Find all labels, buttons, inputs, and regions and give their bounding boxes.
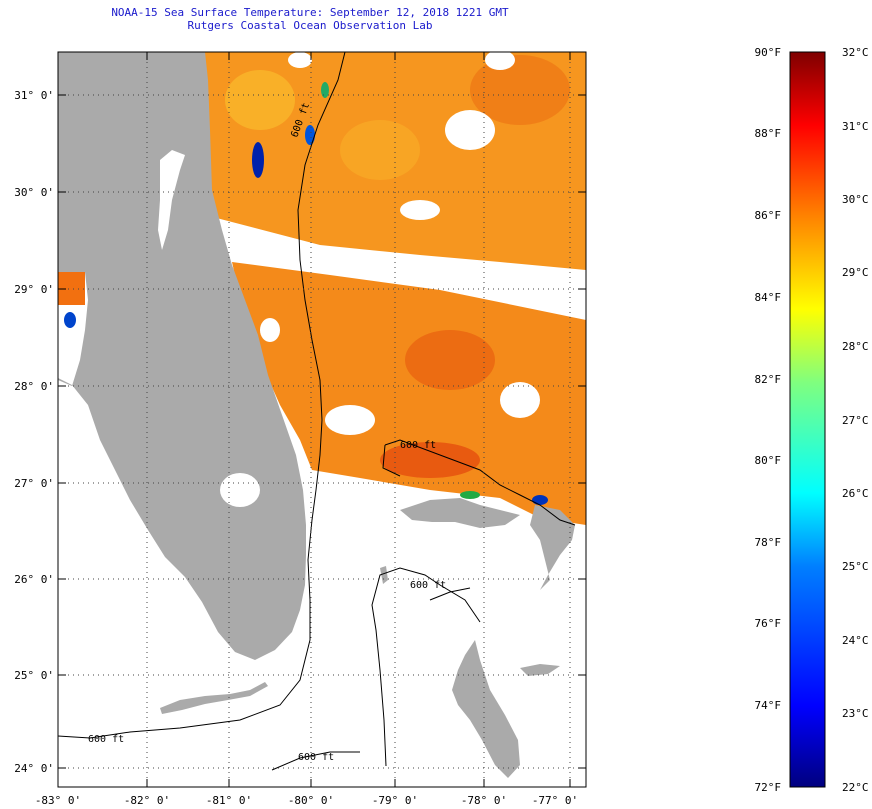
colorbar-f-label: 82°F <box>755 373 782 386</box>
lon-label: -83° 0' <box>35 794 81 807</box>
map-subtitle: Rutgers Coastal Ocean Observation Lab <box>187 19 433 32</box>
colorbar <box>789 51 826 788</box>
map-title: NOAA-15 Sea Surface Temperature: Septemb… <box>111 6 509 19</box>
colorbar-f-label: 74°F <box>755 699 782 712</box>
andros-island <box>452 640 520 778</box>
colorbar-c-label: 22°C <box>842 781 869 794</box>
colorbar-c-label: 29°C <box>842 266 869 279</box>
colorbar-f-label: 72°F <box>755 781 782 794</box>
cloud-gaps <box>260 52 540 435</box>
bimini-islands <box>380 566 388 584</box>
colorbar-f-label: 84°F <box>755 291 782 304</box>
lake-okeechobee <box>220 473 260 507</box>
lat-label: 31° 0' <box>14 89 54 102</box>
colorbar-c-label: 26°C <box>842 487 869 500</box>
colorbar-c-label: 25°C <box>842 560 869 573</box>
berry-islands <box>520 664 560 676</box>
graticule <box>58 52 586 787</box>
colorbar-c-label: 30°C <box>842 193 869 206</box>
lon-label: -81° 0' <box>206 794 252 807</box>
lat-label: 24° 0' <box>14 762 54 775</box>
lat-label: 25° 0' <box>14 669 54 682</box>
lat-label: 27° 0' <box>14 477 54 490</box>
colorbar-f-label: 90°F <box>755 46 782 59</box>
florida-land <box>58 52 306 660</box>
svg-text:600 ft: 600 ft <box>298 752 334 763</box>
sst-swath-south <box>58 262 586 525</box>
colorbar-f-label: 86°F <box>755 209 782 222</box>
abaco-island <box>530 505 575 590</box>
lon-label: -79° 0' <box>372 794 418 807</box>
latitude-labels: 31° 0' 30° 0' 29° 0' 28° 0' 27° 0' 26° 0… <box>14 89 54 775</box>
longitude-labels: -83° 0' -82° 0' -81° 0' -80° 0' -79° 0' … <box>35 794 578 807</box>
colorbar-c-label: 24°C <box>842 634 869 647</box>
lat-label: 30° 0' <box>14 186 54 199</box>
bathymetry-contours <box>58 52 576 771</box>
florida-keys <box>160 682 268 714</box>
florida-panhandle-white-inlet <box>158 150 185 250</box>
lon-label: -80° 0' <box>288 794 334 807</box>
map-frame <box>57 51 587 788</box>
svg-text:600 ft: 600 ft <box>88 734 124 745</box>
colorbar-c-label: 28°C <box>842 340 869 353</box>
lat-label: 28° 0' <box>14 380 54 393</box>
colorbar-c-label: 27°C <box>842 414 869 427</box>
colorbar-c-label: 31°C <box>842 120 869 133</box>
colorbar-f-label: 78°F <box>755 536 782 549</box>
colorbar-f-label: 80°F <box>755 454 782 467</box>
colorbar-f-label: 76°F <box>755 617 782 630</box>
lat-label: 29° 0' <box>14 283 54 296</box>
svg-text:600 ft: 600 ft <box>410 580 446 591</box>
colorbar-c-label: 23°C <box>842 707 869 720</box>
grand-bahama-island <box>400 498 520 528</box>
lon-label: -77° 0' <box>532 794 578 807</box>
lat-label: 26° 0' <box>14 573 54 586</box>
axis-ticks <box>58 52 586 787</box>
colorbar-c-labels: 32°C 31°C 30°C 29°C 28°C 27°C 26°C 25°C … <box>842 46 869 794</box>
svg-text:600 ft: 600 ft <box>400 440 436 451</box>
colorbar-f-labels: 90°F 88°F 86°F 84°F 82°F 80°F 78°F 76°F … <box>755 46 782 794</box>
sst-warm-patches <box>225 55 570 478</box>
lon-label: -82° 0' <box>124 794 170 807</box>
colorbar-f-label: 88°F <box>755 127 782 140</box>
lon-label: -78° 0' <box>461 794 507 807</box>
colorbar-c-label: 32°C <box>842 46 869 59</box>
